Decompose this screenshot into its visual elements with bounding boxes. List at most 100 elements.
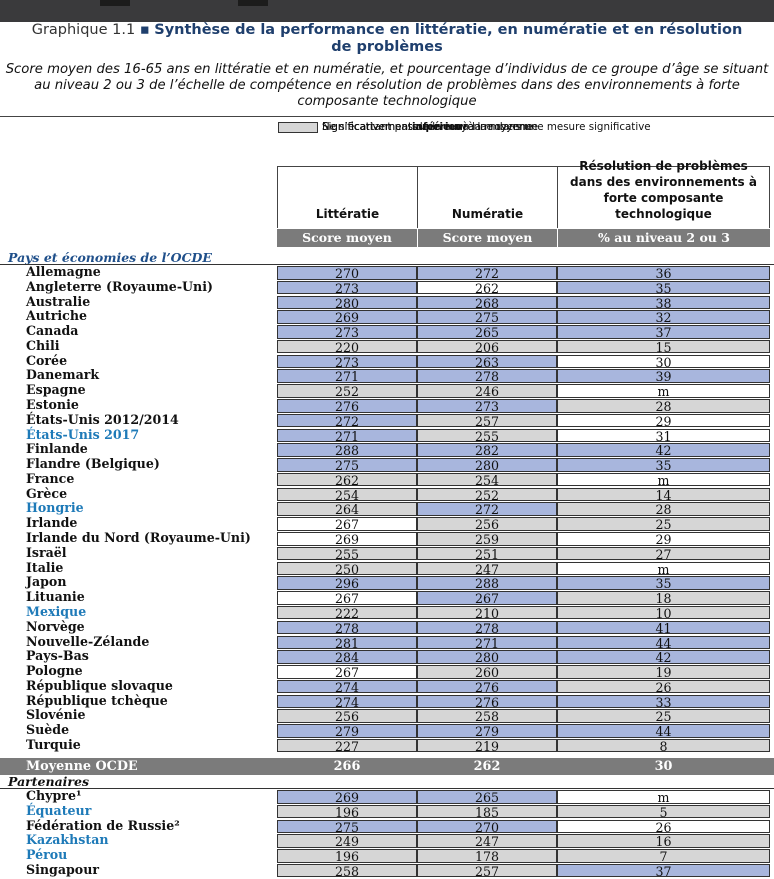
problem-solving-cell: 26 — [557, 819, 770, 834]
problem-solving-cell: 8 — [557, 738, 770, 753]
problem-solving-cell: 27 — [557, 546, 770, 561]
column-header-problem-solving: Résolution de problèmes dans des environ… — [557, 159, 770, 228]
country-name: Irlande — [26, 515, 78, 531]
table-row: Mexique 222 210 10 — [0, 604, 774, 620]
country-name: Norvège — [26, 618, 85, 634]
problem-solving-cell: 10 — [557, 605, 770, 620]
table-row: États-Unis 2017 271 255 31 — [0, 427, 774, 443]
table-row: Grèce 254 252 14 — [0, 486, 774, 502]
country-name: Autriche — [26, 308, 88, 324]
column-header-literacy: Littératie — [277, 166, 418, 228]
country-name: Lituanie — [26, 589, 85, 605]
literacy-score-cell: 252 — [277, 384, 417, 398]
country-name: Espagne — [26, 382, 86, 398]
literacy-score-cell: 275 — [277, 458, 417, 472]
literacy-score-cell: 279 — [277, 724, 417, 738]
toolbar-button[interactable] — [100, 0, 130, 6]
numeracy-score-cell: 219 — [417, 738, 557, 753]
country-name: Nouvelle-Zélande — [26, 633, 150, 649]
numeracy-score-cell: 246 — [417, 384, 557, 398]
numeracy-score-cell: 178 — [417, 849, 557, 863]
problem-solving-cell: 30 — [557, 354, 770, 369]
table-row: Singapour 258 257 37 — [0, 861, 774, 878]
table-row: Canada 273 265 37 — [0, 323, 774, 339]
numeracy-score-cell: 278 — [417, 620, 557, 635]
table-row: Chypre¹ 269 265 m — [0, 788, 774, 804]
country-name: Fédération de Russie² — [26, 817, 180, 833]
country-name: République slovaque — [26, 677, 173, 693]
column-subheader: Score moyen — [277, 229, 417, 247]
problem-solving-cell: 41 — [557, 620, 770, 635]
literacy-score-cell: 273 — [277, 325, 417, 339]
literacy-score-cell: 249 — [277, 834, 417, 848]
numeracy-score-cell: 258 — [417, 709, 557, 723]
country-name: Pays-Bas — [26, 648, 89, 664]
problem-solving-cell: 35 — [557, 458, 770, 472]
numeracy-score-cell: 259 — [417, 532, 557, 546]
numeracy-score-cell: 257 — [417, 413, 557, 428]
numeracy-score-cell: 279 — [417, 724, 557, 738]
problem-solving-cell: 31 — [557, 428, 770, 443]
problem-solving-cell: 44 — [557, 635, 770, 650]
literacy-score-cell: 281 — [277, 635, 417, 650]
oecd-average-row: Moyenne OCDE 266 262 30 — [0, 758, 774, 775]
numeracy-score-cell: 257 — [417, 863, 557, 878]
country-name: Australie — [26, 293, 91, 309]
table-row: Espagne 252 246 m — [0, 382, 774, 398]
country-name: Allemagne — [26, 264, 101, 279]
country-name: Kazakhstan — [26, 832, 109, 848]
problem-solving-cell: 37 — [557, 325, 770, 339]
country-name: Chili — [26, 337, 60, 353]
problem-solving-cell: 32 — [557, 310, 770, 324]
table-row: Hongrie 264 272 28 — [0, 501, 774, 516]
column-subheader: % au niveau 2 ou 3 — [558, 229, 770, 247]
literacy-score-cell: 256 — [277, 709, 417, 723]
problem-solving-cell: 28 — [557, 399, 770, 413]
country-name: Irlande du Nord (Royaume-Uni) — [26, 530, 251, 546]
literacy-score-cell: 269 — [277, 790, 417, 804]
literacy-score-cell: 275 — [277, 819, 417, 834]
numeracy-score-cell: 265 — [417, 790, 557, 804]
literacy-score-cell: 267 — [277, 591, 417, 605]
problem-solving-cell: 33 — [557, 694, 770, 709]
problem-solving-cell: 44 — [557, 724, 770, 738]
toolbar-button[interactable] — [238, 0, 268, 6]
table-row: Kazakhstan 249 247 16 — [0, 833, 774, 848]
country-name: France — [26, 470, 75, 486]
legend-label-emphasis: inférieur — [412, 121, 463, 133]
table-row: République slovaque 274 276 26 — [0, 677, 774, 694]
literacy-score-cell: 220 — [277, 339, 417, 354]
numeracy-score-cell: 288 — [417, 576, 557, 590]
literacy-score-cell: 280 — [277, 295, 417, 310]
section-rule — [0, 264, 774, 265]
literacy-score-cell: 196 — [277, 849, 417, 863]
average-numeracy: 262 — [473, 759, 501, 774]
section-rule — [0, 788, 774, 789]
literacy-score-cell: 258 — [277, 863, 417, 878]
subtitle-line: Score moyen des 16-65 ans en littératie … — [5, 62, 769, 77]
numeracy-score-cell: 255 — [417, 428, 557, 443]
numeracy-score-cell: 265 — [417, 325, 557, 339]
literacy-score-cell: 273 — [277, 354, 417, 369]
problem-solving-cell: 18 — [557, 591, 770, 605]
numeracy-score-cell: 256 — [417, 517, 557, 531]
country-name: République tchèque — [26, 692, 168, 708]
problem-solving-cell: m — [557, 384, 770, 398]
legend-label: à la moyenne — [462, 121, 533, 133]
table-row: Norvège 278 278 41 — [0, 618, 774, 635]
table-row: Estonie 276 273 28 — [0, 397, 774, 413]
country-name: Slovénie — [26, 707, 86, 723]
country-name: Danemark — [26, 367, 100, 383]
country-name: Singapour — [26, 861, 99, 877]
country-name: Chypre¹ — [26, 788, 82, 803]
country-name: Hongrie — [26, 500, 84, 516]
problem-solving-cell: 29 — [557, 413, 770, 428]
column-header-label: Littératie — [315, 207, 380, 221]
numeracy-score-cell: 252 — [417, 487, 557, 502]
average-problem-solving: 30 — [654, 759, 673, 774]
country-name: Estonie — [26, 397, 79, 413]
column-header-label: Numératie — [451, 207, 524, 221]
legend-label: Significativement — [322, 121, 413, 133]
numeracy-score-cell: 272 — [417, 502, 557, 516]
literacy-score-cell: 276 — [277, 399, 417, 413]
